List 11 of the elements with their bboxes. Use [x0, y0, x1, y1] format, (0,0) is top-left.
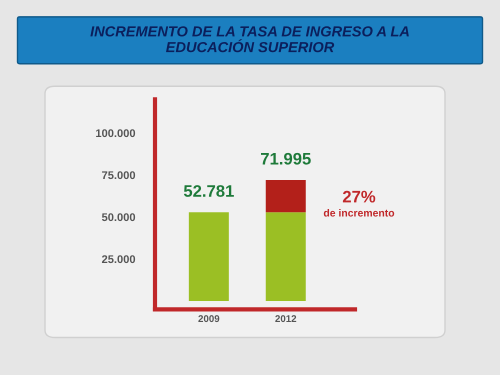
x-tick-label: 2012 [275, 315, 296, 322]
chart-title: INCREMENTO DE LA TASA DE INGRESO A LA EDUCACIÓN SUPERIOR [90, 26, 409, 52]
y-tick-label: 100.000 [96, 129, 136, 138]
y-tick-label: 50.000 [102, 213, 136, 222]
x-tick-label: 2009 [198, 315, 220, 322]
y-tick-label: 25.000 [102, 255, 136, 264]
y-tick-label: 75.000 [102, 171, 136, 180]
annotation: 27% [342, 190, 376, 203]
total-label: 71.995 [261, 152, 311, 165]
total-label: 52.781 [184, 185, 234, 197]
annotation: de incremento [324, 208, 394, 217]
